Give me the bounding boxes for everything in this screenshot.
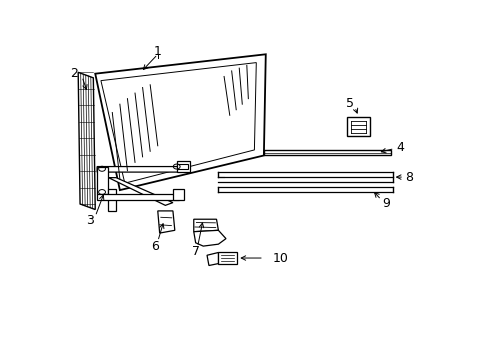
Polygon shape bbox=[176, 164, 188, 169]
Polygon shape bbox=[218, 252, 237, 264]
Polygon shape bbox=[264, 150, 390, 156]
Polygon shape bbox=[95, 54, 265, 190]
Polygon shape bbox=[173, 189, 184, 200]
Text: 1: 1 bbox=[154, 45, 162, 58]
Text: 8: 8 bbox=[404, 171, 412, 184]
Text: 7: 7 bbox=[191, 245, 199, 258]
Text: 4: 4 bbox=[396, 141, 404, 154]
Text: 9: 9 bbox=[382, 197, 389, 210]
Polygon shape bbox=[97, 167, 108, 194]
Polygon shape bbox=[193, 219, 218, 232]
Polygon shape bbox=[97, 194, 178, 200]
Text: 3: 3 bbox=[85, 214, 93, 227]
Polygon shape bbox=[97, 167, 186, 172]
Polygon shape bbox=[78, 72, 95, 210]
Polygon shape bbox=[158, 211, 175, 233]
Polygon shape bbox=[108, 189, 116, 211]
Polygon shape bbox=[108, 177, 173, 205]
Text: 2: 2 bbox=[70, 67, 78, 80]
Polygon shape bbox=[176, 161, 189, 172]
Text: 6: 6 bbox=[151, 240, 159, 253]
Text: 10: 10 bbox=[272, 252, 288, 265]
Polygon shape bbox=[101, 63, 256, 183]
Polygon shape bbox=[346, 117, 369, 136]
Text: 5: 5 bbox=[345, 97, 353, 110]
Polygon shape bbox=[193, 230, 225, 246]
Polygon shape bbox=[206, 252, 218, 266]
